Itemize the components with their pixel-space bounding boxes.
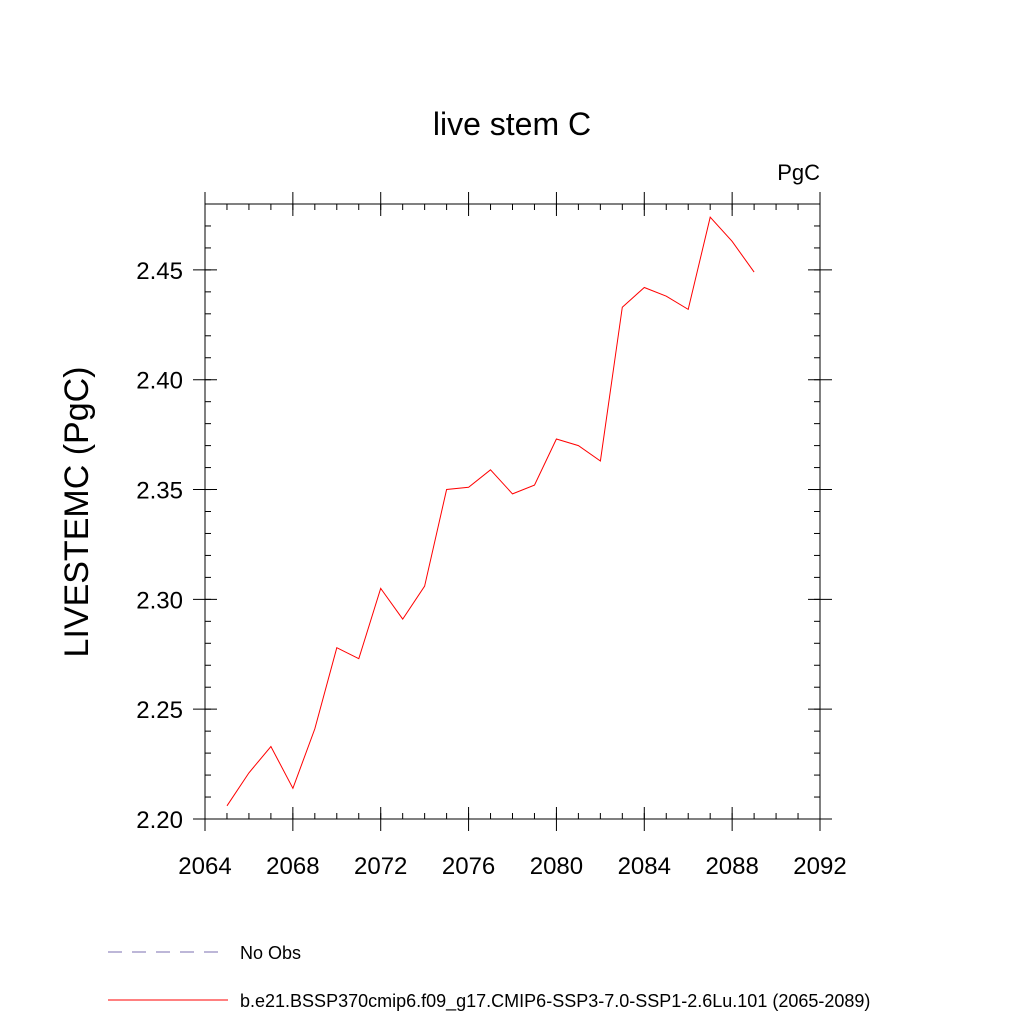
legend: No Obs b.e21.BSSP370cmip6.f09_g17.CMIP6-S…: [108, 943, 870, 1012]
y-tick-label: 2.40: [136, 368, 183, 395]
y-tick-label: 2.35: [136, 478, 183, 505]
legend-label-0: No Obs: [240, 943, 301, 963]
y-tick-label: 2.45: [136, 258, 183, 285]
x-tick-label: 2072: [354, 853, 407, 880]
x-tick-label: 2076: [442, 853, 495, 880]
x-tick-label: 2080: [530, 853, 583, 880]
chart-title: live stem C: [433, 106, 591, 142]
tick-labels: 2.20 2.25 2.30 2.35 2.40 2.45 2064 2068 2072 2076…: [136, 258, 846, 880]
y-axis-label: LIVESTEMC (PgC): [58, 367, 96, 658]
x-tick-label: 2064: [178, 853, 231, 880]
legend-label-1: b.e21.BSSP370cmip6.f09_g17.CMIP6-SSP3-7.…: [240, 991, 870, 1012]
major-ticks: [193, 192, 832, 831]
x-tick-label: 2088: [705, 853, 758, 880]
x-tick-label: 2084: [618, 853, 671, 880]
y-tick-label: 2.25: [136, 697, 183, 724]
series-layer: [226, 216, 755, 807]
x-tick-label: 2068: [266, 853, 319, 880]
x-tick-label: 2092: [793, 853, 846, 880]
plot-frame: [204, 203, 821, 820]
units-label: PgC: [777, 160, 820, 185]
y-tick-label: 2.20: [136, 807, 183, 834]
series-line-1: [226, 216, 755, 807]
y-tick-label: 2.30: [136, 587, 183, 614]
minor-ticks: [204, 203, 821, 820]
